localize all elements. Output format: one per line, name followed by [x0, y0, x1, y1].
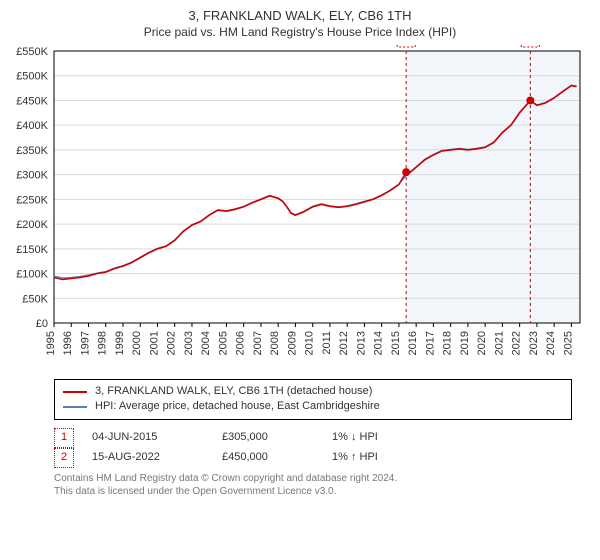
- transaction-price: £305,000: [222, 428, 332, 447]
- legend-swatch: [63, 391, 87, 393]
- legend-row: HPI: Average price, detached house, East…: [63, 399, 563, 414]
- x-axis-label: 2025: [562, 331, 574, 355]
- x-axis-label: 2015: [390, 331, 402, 355]
- x-axis-label: 2008: [269, 331, 281, 355]
- transaction-id-box: 2: [54, 448, 74, 468]
- transaction-date: 04-JUN-2015: [92, 428, 222, 447]
- x-axis-label: 2009: [286, 331, 298, 355]
- x-axis-label: 2005: [217, 331, 229, 355]
- x-axis-label: 2004: [200, 331, 212, 355]
- y-axis-label: £250K: [16, 194, 48, 206]
- transactions-table: 1 04-JUN-2015£305,0001% ↓ HPI 2 15-AUG-2022…: [54, 428, 572, 468]
- transaction-id-box: 1: [54, 428, 74, 448]
- x-axis-label: 2016: [407, 331, 419, 355]
- x-axis-label: 2018: [442, 331, 454, 355]
- y-axis-label: £300K: [16, 170, 48, 182]
- y-axis-label: £0: [36, 318, 48, 330]
- footer-line-2: This data is licensed under the Open Gov…: [54, 485, 572, 498]
- y-axis-label: £500K: [16, 71, 48, 83]
- x-axis-label: 2024: [545, 331, 557, 355]
- transaction-hpi-delta: 1% ↑ HPI: [332, 448, 442, 467]
- legend-swatch: [63, 406, 87, 408]
- transaction-row: 2 15-AUG-2022£450,0001% ↑ HPI: [54, 448, 572, 468]
- transaction-price: £450,000: [222, 448, 332, 467]
- x-axis-label: 1996: [62, 331, 74, 355]
- x-axis-label: 2014: [373, 331, 385, 355]
- legend-box: 3, FRANKLAND WALK, ELY, CB6 1TH (detache…: [54, 379, 572, 420]
- address-title: 3, FRANKLAND WALK, ELY, CB6 1TH: [10, 8, 590, 25]
- y-axis-label: £350K: [16, 145, 48, 157]
- x-axis-label: 2003: [183, 331, 195, 355]
- sale-marker-dot: [402, 168, 410, 176]
- x-axis-label: 2002: [166, 331, 178, 355]
- x-axis-label: 2022: [511, 331, 523, 355]
- x-axis-label: 2010: [304, 331, 316, 355]
- y-axis-label: £50K: [22, 293, 48, 305]
- y-axis-label: £150K: [16, 244, 48, 256]
- x-axis-label: 1998: [97, 331, 109, 355]
- footer-credits: Contains HM Land Registry data © Crown c…: [54, 472, 572, 498]
- x-axis-label: 2000: [131, 331, 143, 355]
- marker-box-label: 2: [527, 43, 533, 46]
- footer-line-1: Contains HM Land Registry data © Crown c…: [54, 472, 572, 485]
- y-axis-label: £100K: [16, 268, 48, 280]
- x-axis-label: 2013: [355, 331, 367, 355]
- x-axis-label: 2007: [252, 331, 264, 355]
- x-axis-label: 1999: [114, 331, 126, 355]
- transaction-date: 15-AUG-2022: [92, 448, 222, 467]
- transaction-hpi-delta: 1% ↓ HPI: [332, 428, 442, 447]
- x-axis-label: 2006: [235, 331, 247, 355]
- legend-label: HPI: Average price, detached house, East…: [95, 399, 380, 414]
- sale-marker-dot: [526, 96, 534, 104]
- y-axis-label: £400K: [16, 120, 48, 132]
- x-axis-label: 2001: [148, 331, 160, 355]
- x-axis-label: 1997: [79, 331, 91, 355]
- x-axis-label: 1995: [45, 331, 57, 355]
- x-axis-label: 2021: [493, 331, 505, 355]
- legend-label: 3, FRANKLAND WALK, ELY, CB6 1TH (detache…: [95, 384, 372, 399]
- transaction-row: 1 04-JUN-2015£305,0001% ↓ HPI: [54, 428, 572, 448]
- x-axis-label: 2020: [476, 331, 488, 355]
- chart-subtitle: Price paid vs. HM Land Registry's House …: [10, 25, 590, 39]
- x-axis-label: 2023: [528, 331, 540, 355]
- chart-area: £0 £50K £100K £150K £200K £250K £300K £350K £400…: [10, 43, 590, 373]
- legend-row: 3, FRANKLAND WALK, ELY, CB6 1TH (detache…: [63, 384, 563, 399]
- x-axis-label: 2012: [338, 331, 350, 355]
- line-chart-svg: £0 £50K £100K £150K £200K £250K £300K £350K £400…: [10, 43, 590, 373]
- y-axis-label: £200K: [16, 219, 48, 231]
- y-axis-label: £550K: [16, 46, 48, 58]
- x-axis-label: 2011: [321, 331, 333, 355]
- x-axis-label: 2017: [424, 331, 436, 355]
- marker-box-label: 1: [403, 43, 409, 46]
- y-axis-label: £450K: [16, 95, 48, 107]
- x-axis-label: 2019: [459, 331, 471, 355]
- figure: 3, FRANKLAND WALK, ELY, CB6 1TH Price pa…: [0, 0, 600, 560]
